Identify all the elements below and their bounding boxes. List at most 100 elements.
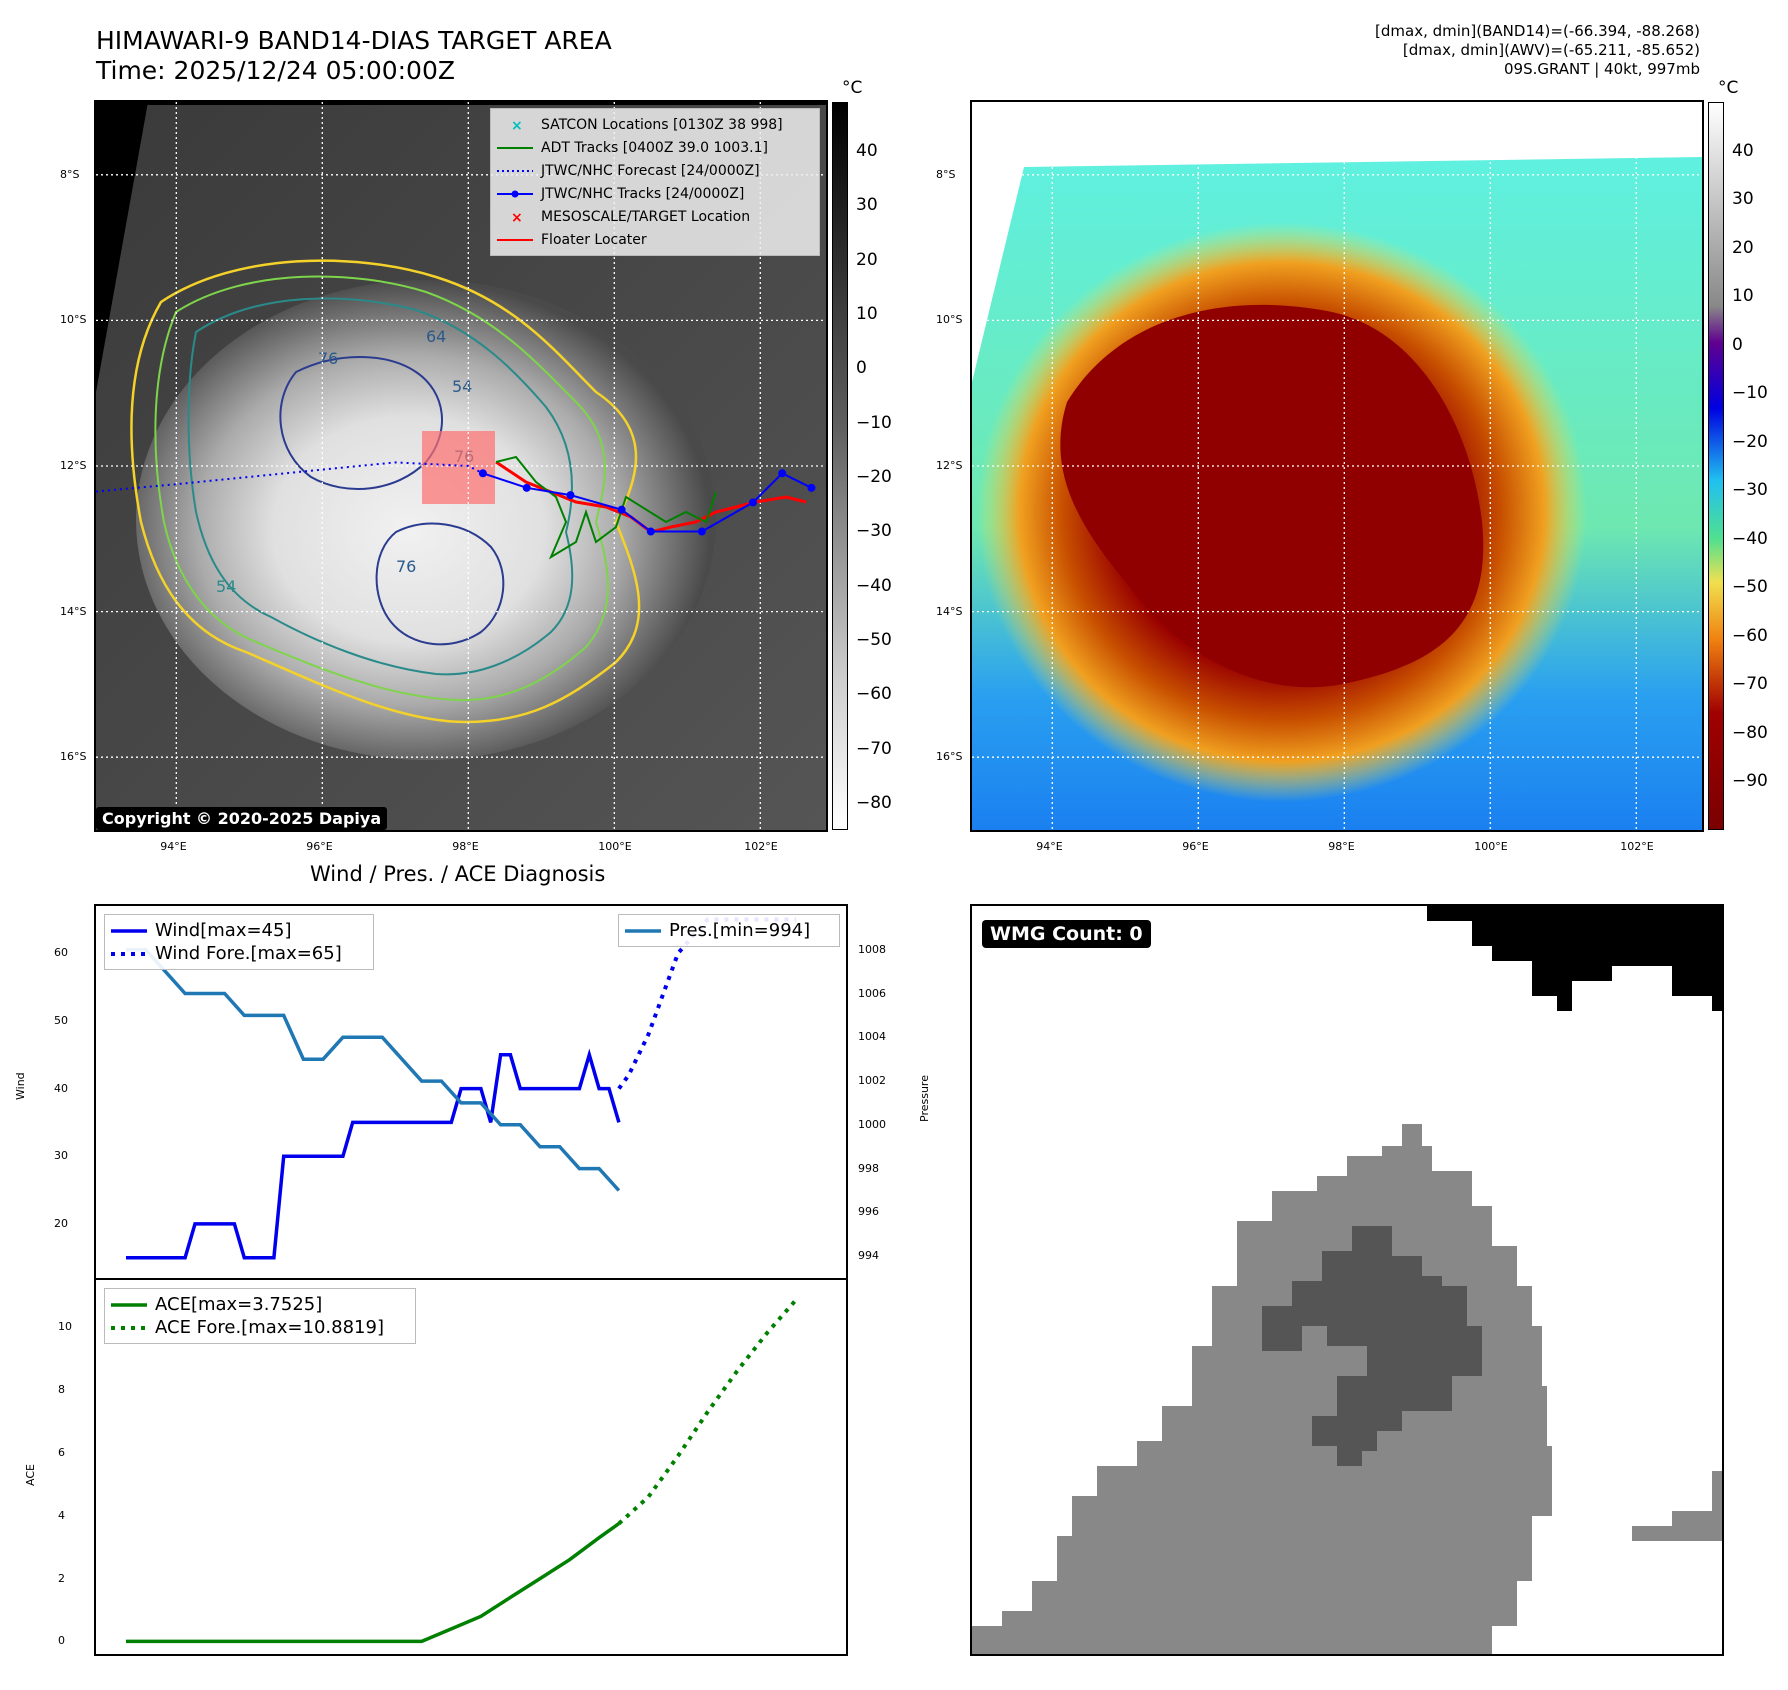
lon-tick-label: 98°E bbox=[452, 840, 479, 853]
dotted-line-icon bbox=[497, 164, 533, 178]
wind-pressure-panel: Wind[max=45] Wind Fore.[max=65] Pres.[mi… bbox=[94, 904, 848, 1280]
diagnosis-title: Wind / Pres. / ACE Diagnosis bbox=[310, 862, 606, 886]
line-icon bbox=[497, 141, 533, 155]
colorbar-tick-label: −60 bbox=[856, 684, 892, 705]
mesoscale-target-box bbox=[422, 431, 495, 504]
legend-ace: ACE[max=3.7525] bbox=[111, 1293, 409, 1316]
dotted-line-icon bbox=[111, 947, 147, 961]
line-icon bbox=[111, 924, 147, 938]
colorbar-tick-label: 30 bbox=[1732, 189, 1754, 210]
map-panel-awv bbox=[970, 100, 1704, 832]
info-awv: [dmax, dmin](AWV)=(-65.211, -85.652) bbox=[1402, 41, 1700, 59]
jtwc-track-points bbox=[478, 469, 816, 536]
jtwc-track-point bbox=[522, 483, 531, 492]
lon-tick-label: 102°E bbox=[1620, 840, 1654, 853]
legend-pres: Pres.[min=994] bbox=[625, 919, 833, 942]
pressure-axis-label: Pressure bbox=[918, 1075, 931, 1122]
colorbar-tick-label: −60 bbox=[1732, 625, 1768, 646]
y-tick-label: 30 bbox=[54, 1149, 68, 1163]
y-tick-label: 0 bbox=[58, 1634, 65, 1648]
wind-series-line bbox=[126, 1048, 621, 1260]
map-gridlines bbox=[96, 102, 826, 830]
wmg-map bbox=[972, 906, 1722, 1654]
colorbar-tick-label: −70 bbox=[1732, 674, 1768, 695]
contour-label: 76 bbox=[396, 557, 416, 576]
legend-forecast: JTWC/NHC Forecast [24/0000Z] bbox=[497, 159, 813, 182]
lon-tick-label: 96°E bbox=[1182, 840, 1209, 853]
lon-tick-label: 98°E bbox=[1328, 840, 1355, 853]
wind-axis-label: Wind bbox=[14, 1072, 27, 1100]
colorbar-tick-label: −30 bbox=[1732, 480, 1768, 501]
colorbar-tick-label: 10 bbox=[856, 303, 878, 324]
y-tick-label: 4 bbox=[58, 1508, 65, 1522]
line-icon bbox=[497, 233, 533, 247]
ace-series-line bbox=[126, 1522, 620, 1644]
map-legend: × SATCON Locations [0130Z 38 998] ADT Tr… bbox=[490, 108, 820, 256]
colorbar-tick-label: −80 bbox=[856, 792, 892, 813]
colorbar-tick-label: −50 bbox=[856, 629, 892, 650]
colorbar-tick-label: −10 bbox=[856, 412, 892, 433]
y-tick-label: 1002 bbox=[858, 1074, 886, 1088]
wind-legend: Wind[max=45] Wind Fore.[max=65] bbox=[104, 914, 374, 970]
lat-tick-label: 12°S bbox=[936, 459, 963, 472]
colorbar-tick-label: −40 bbox=[1732, 528, 1768, 549]
lat-tick-label: 16°S bbox=[936, 750, 963, 764]
lon-tick-label: 96°E bbox=[306, 840, 333, 853]
lon-tick-label: 100°E bbox=[1474, 840, 1508, 853]
svg-text:×: × bbox=[511, 210, 523, 224]
colorbar-tick-label: −70 bbox=[856, 738, 892, 759]
lat-tick-label: 14°S bbox=[60, 604, 87, 618]
jtwc-track-point bbox=[617, 505, 626, 514]
lat-tick-label: 10°S bbox=[60, 313, 87, 327]
adt-track bbox=[495, 455, 717, 560]
wmg-count-badge: WMG Count: 0 bbox=[982, 920, 1151, 948]
map-panel-band14: 76 64 54 76 54 76 × SATCON Locations [01… bbox=[94, 100, 828, 832]
colorbar-tick-label: 40 bbox=[1732, 140, 1754, 161]
x-marker-icon: × bbox=[497, 210, 533, 224]
lat-tick-label: 8°S bbox=[936, 167, 956, 181]
lon-tick-label: 100°E bbox=[598, 840, 632, 853]
chart-title: HIMAWARI-9 BAND14-DIAS TARGET AREA bbox=[96, 26, 612, 55]
legend-ace-fore: ACE Fore.[max=10.8819] bbox=[111, 1316, 409, 1339]
colorbar-tick-label: 20 bbox=[1732, 237, 1754, 258]
y-tick-label: 1004 bbox=[858, 1030, 886, 1044]
legend-adt: ADT Tracks [0400Z 39.0 1003.1] bbox=[497, 136, 813, 159]
jtwc-track-point bbox=[646, 527, 655, 536]
y-tick-label: 996 bbox=[858, 1205, 879, 1219]
chart-time: Time: 2025/12/24 05:00:00Z bbox=[96, 56, 455, 85]
wmg-panel: WMG Count: 0 bbox=[970, 904, 1724, 1656]
y-tick-label: 1006 bbox=[858, 986, 886, 1000]
ace-axis-label: ACE bbox=[24, 1464, 37, 1486]
lat-tick-label: 14°S bbox=[936, 604, 963, 618]
line-icon bbox=[625, 924, 661, 938]
colorbar-tick-label: −10 bbox=[1732, 383, 1768, 404]
contour-label: 64 bbox=[426, 327, 446, 346]
contour-label: 76 bbox=[318, 349, 338, 368]
copyright-badge: Copyright © 2020-2025 Dapiya bbox=[96, 807, 388, 830]
pressure-series-line bbox=[126, 948, 621, 1192]
line-dot-icon bbox=[497, 187, 533, 201]
colorbar-tick-label: 0 bbox=[856, 358, 867, 379]
colorbar-tick-label: −80 bbox=[1732, 722, 1768, 743]
y-tick-label: 20 bbox=[54, 1216, 68, 1230]
colorbar-band14 bbox=[832, 102, 848, 830]
colorbar-tick-label: −30 bbox=[856, 521, 892, 542]
lon-tick-label: 94°E bbox=[1036, 840, 1063, 853]
ace-forecast-line bbox=[617, 1298, 798, 1526]
ace-chart bbox=[126, 1298, 798, 1644]
colorbar-tick-label: 20 bbox=[856, 249, 878, 270]
jtwc-track-point bbox=[566, 491, 575, 500]
awv-map bbox=[972, 102, 1702, 830]
y-tick-label: 1000 bbox=[858, 1117, 886, 1131]
y-tick-label: 1008 bbox=[858, 942, 886, 956]
info-block: [dmax, dmin](BAND14)=(-66.394, -88.268) … bbox=[1100, 22, 1700, 79]
y-tick-label: 10 bbox=[58, 1320, 72, 1334]
y-tick-label: 40 bbox=[54, 1081, 68, 1095]
dotted-line-icon bbox=[111, 1321, 147, 1335]
pressure-legend: Pres.[min=994] bbox=[618, 914, 840, 947]
legend-jtwc-tracks: JTWC/NHC Tracks [24/0000Z] bbox=[497, 182, 813, 205]
colorbar-tick-label: −20 bbox=[1732, 431, 1768, 452]
colorbar-tick-label: 40 bbox=[856, 140, 878, 161]
y-tick-label: 6 bbox=[58, 1445, 65, 1459]
line-icon bbox=[111, 1298, 147, 1312]
